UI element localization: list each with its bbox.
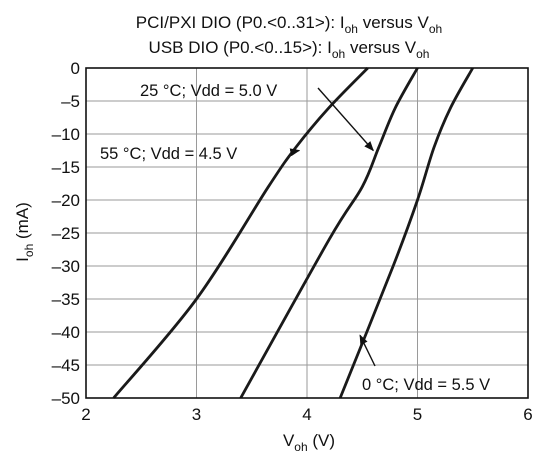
y-tick-labels: 0 –5 –10 –15 –20 –25 –30 –35 –40 –45 –50	[52, 59, 80, 408]
y-tick-label: –50	[52, 389, 80, 408]
annotation-label-0-c-vdd-5-5-v: 0 °C; Vdd = 5.5 V	[362, 376, 490, 394]
annotation-label-25-c-vdd-5-0-v: 25 °C; Vdd = 5.0 V	[140, 82, 277, 100]
y-tick-label: –30	[52, 257, 80, 276]
y-tick-label: –35	[52, 290, 80, 309]
series-line-25-c-vdd-5-0-v	[239, 67, 419, 399]
series-line-0-c-vdd-5-5-v	[338, 67, 474, 399]
chart-title-line-2: USB DIO (P0.<0..15>): Ioh versus Voh	[149, 38, 430, 61]
x-tick-labels: 2 3 4 5 6	[81, 405, 532, 424]
y-tick-label: 0	[71, 59, 80, 78]
annotation-arrow-0-c-vdd-5-5-v	[359, 334, 376, 367]
annotation-layer: 25 °C; Vdd = 5.0 V 55 °C; Vdd = 4.5 V 0 °C…	[100, 82, 490, 394]
plot-frame	[85, 67, 529, 399]
chart-title-line-1: PCI/PXI DIO (P0.<0..31>): Ioh versus Voh	[136, 13, 442, 36]
y-tick-label: –20	[52, 191, 80, 210]
series-layer	[112, 67, 474, 399]
y-tick-label: –5	[61, 92, 80, 111]
y-axis-label: Ioh (mA)	[13, 202, 36, 262]
y-tick-label: –40	[52, 323, 80, 342]
grid-lines	[85, 67, 529, 399]
annotation-label-55-c-vdd-4-5-v: 55 °C; Vdd = 4.5 V	[100, 145, 237, 163]
x-tick-label: 5	[413, 405, 422, 424]
x-axis-label: Voh (V)	[283, 431, 335, 454]
x-tick-label: 4	[302, 405, 311, 424]
x-tick-label: 2	[81, 405, 90, 424]
series-line-55-c-vdd-4-5-v	[112, 67, 369, 399]
y-tick-label: –45	[52, 356, 80, 375]
y-tick-label: –10	[52, 125, 80, 144]
x-tick-label: 3	[192, 405, 201, 424]
x-tick-label: 6	[523, 405, 532, 424]
annotation-arrow-25-c-vdd-5-0-v	[317, 87, 374, 152]
annotation-arrow-55-c-vdd-4-5-v	[289, 148, 301, 157]
y-tick-label: –15	[52, 158, 80, 177]
y-tick-label: –25	[52, 224, 80, 243]
